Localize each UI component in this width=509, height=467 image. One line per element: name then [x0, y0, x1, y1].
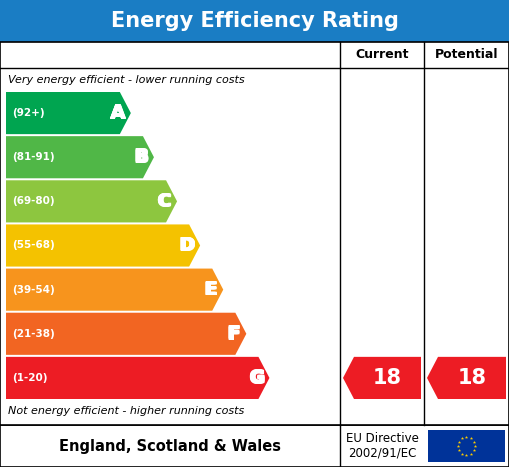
Text: E: E [205, 280, 217, 298]
Bar [0, 42, 509, 425]
Text: (92+): (92+) [12, 108, 45, 118]
Polygon shape [6, 180, 177, 222]
Text: D: D [181, 236, 195, 255]
Text: (81-91): (81-91) [12, 152, 54, 162]
Text: F: F [227, 325, 239, 343]
Text: G: G [250, 369, 265, 387]
Text: Not energy efficient - higher running costs: Not energy efficient - higher running co… [8, 406, 244, 416]
Text: B: B [133, 149, 147, 167]
Text: A: A [109, 104, 125, 123]
Text: F: F [227, 325, 239, 343]
Text: D: D [179, 236, 194, 254]
Text: B: B [135, 149, 149, 167]
Text: G: G [249, 368, 264, 386]
Text: E: E [203, 282, 216, 299]
Text: E: E [205, 282, 217, 299]
Polygon shape [6, 92, 131, 134]
Text: C: C [157, 193, 170, 211]
Text: G: G [248, 369, 263, 387]
Text: C: C [157, 192, 170, 210]
Text: F: F [227, 325, 239, 344]
Polygon shape [6, 269, 223, 311]
Text: F: F [227, 324, 239, 342]
Text: (55-68): (55-68) [12, 241, 55, 250]
Text: E: E [205, 281, 217, 298]
Text: B: B [134, 149, 148, 167]
Text: A: A [109, 104, 125, 122]
Text: D: D [180, 236, 194, 255]
Bar [428, 430, 505, 462]
Text: D: D [180, 236, 194, 254]
Polygon shape [343, 357, 421, 399]
Text: G: G [248, 370, 263, 388]
Text: G: G [248, 368, 263, 386]
Text: Potential: Potential [435, 49, 498, 62]
Text: D: D [179, 236, 194, 255]
Text: B: B [134, 148, 148, 166]
Text: C: C [157, 191, 171, 210]
Text: F: F [228, 324, 240, 342]
Polygon shape [6, 313, 246, 355]
Text: C: C [158, 191, 172, 210]
Text: 18: 18 [458, 368, 487, 388]
Polygon shape [427, 357, 506, 399]
Bar [0, 425, 509, 467]
Text: E: E [204, 281, 216, 298]
Text: 18: 18 [373, 368, 402, 388]
Text: G: G [250, 368, 265, 386]
Text: D: D [180, 237, 194, 255]
Text: 2002/91/EC: 2002/91/EC [348, 446, 416, 460]
Text: Energy Efficiency Rating: Energy Efficiency Rating [110, 11, 399, 31]
Text: B: B [135, 148, 149, 166]
Text: D: D [181, 237, 195, 255]
Text: E: E [203, 281, 216, 298]
Text: G: G [249, 369, 264, 387]
Text: G: G [250, 370, 265, 388]
Text: C: C [157, 192, 171, 210]
Text: F: F [227, 325, 239, 344]
Polygon shape [6, 136, 154, 178]
Polygon shape [6, 357, 269, 399]
Text: A: A [110, 103, 125, 122]
Text: G: G [249, 370, 264, 388]
Text: C: C [157, 191, 170, 210]
Text: (1-20): (1-20) [12, 373, 47, 383]
Bar [0, 0, 509, 42]
Text: C: C [157, 193, 171, 211]
Text: B: B [133, 148, 147, 165]
Text: A: A [111, 104, 126, 122]
Text: Current: Current [355, 49, 409, 62]
Text: B: B [133, 148, 147, 166]
Text: B: B [135, 148, 149, 165]
Polygon shape [6, 225, 200, 267]
Text: (39-54): (39-54) [12, 285, 55, 295]
Text: (69-80): (69-80) [12, 196, 54, 206]
Text: F: F [228, 325, 240, 343]
Text: D: D [181, 236, 195, 254]
Text: B: B [134, 148, 148, 165]
Text: A: A [109, 103, 125, 122]
Text: A: A [110, 104, 125, 122]
Text: EU Directive: EU Directive [346, 432, 418, 446]
Text: A: A [111, 103, 126, 122]
Text: F: F [227, 324, 239, 342]
Text: Very energy efficient - lower running costs: Very energy efficient - lower running co… [8, 75, 245, 85]
Text: A: A [111, 104, 126, 123]
Text: E: E [204, 280, 216, 298]
Text: D: D [179, 237, 194, 255]
Text: C: C [158, 192, 172, 210]
Text: A: A [110, 104, 125, 123]
Text: F: F [228, 325, 240, 344]
Text: E: E [203, 280, 216, 298]
Text: (21-38): (21-38) [12, 329, 55, 339]
Text: C: C [158, 193, 172, 211]
Text: E: E [204, 282, 216, 299]
Text: England, Scotland & Wales: England, Scotland & Wales [59, 439, 281, 453]
